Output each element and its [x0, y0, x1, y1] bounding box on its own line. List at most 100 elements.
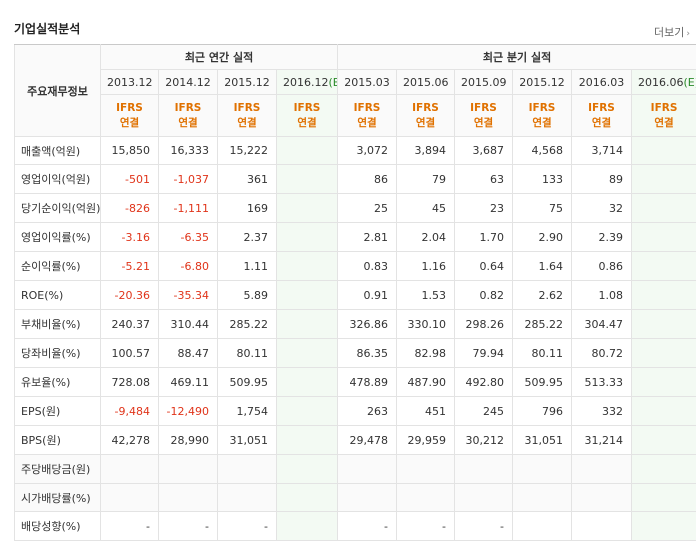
value-cell — [275, 164, 339, 194]
row-label: 당좌비율(%) — [14, 338, 101, 368]
value-cell: 240.37 — [100, 309, 159, 339]
row-label: 매출액(억원) — [14, 136, 101, 165]
ifrs-label: IFRS 연결 — [158, 94, 218, 137]
value-cell: -501 — [100, 164, 159, 194]
table-row: 영업이익률(%) -3.16 -6.35 2.37 2.81 2.04 1.70 2.90 2.… — [14, 222, 696, 252]
period-label: 2015.06 — [403, 75, 449, 89]
ifrs-label: IFRS 연결 — [100, 94, 159, 137]
value-cell — [275, 425, 339, 455]
row-header: 주요재무정보 — [14, 44, 101, 137]
value-cell — [158, 454, 218, 484]
row-label: EPS(원) — [14, 396, 101, 426]
table-row: 주당배당금(원) — [14, 454, 696, 484]
ifrs-line2: 연결 — [357, 116, 377, 129]
value-cell: -826 — [100, 193, 159, 223]
period-label: 2016.06 — [638, 75, 684, 89]
table-row: 순이익률(%) -5.21 -6.80 1.11 0.83 1.16 0.64 1.64 0.8… — [14, 251, 696, 281]
value-cell: 245 — [454, 396, 514, 426]
value-cell — [275, 396, 339, 426]
value-cell: 1,754 — [217, 396, 277, 426]
value-cell: 1.64 — [512, 251, 573, 281]
value-cell — [158, 483, 218, 512]
period-header: 2016.06(E) — [631, 69, 696, 95]
value-cell: -3.16 — [100, 222, 159, 252]
row-label: 순이익률(%) — [14, 251, 101, 281]
value-cell: - — [100, 511, 159, 541]
value-cell: 298.26 — [454, 309, 514, 339]
value-cell: 332 — [571, 396, 633, 426]
value-cell: - — [454, 511, 514, 541]
value-cell: 509.95 — [512, 367, 573, 397]
value-cell: 509.95 — [217, 367, 277, 397]
value-cell: 63 — [454, 164, 514, 194]
period-label: 2015.09 — [461, 75, 507, 89]
period-header: 2015.03 — [337, 69, 398, 95]
period-header: 2015.12 — [217, 69, 277, 95]
value-cell: 451 — [396, 396, 456, 426]
period-label: 2014.12 — [165, 75, 211, 89]
value-cell: -12,490 — [158, 396, 218, 426]
more-link[interactable]: 더보기 › — [654, 24, 690, 40]
value-cell: 2.81 — [337, 222, 398, 252]
period-header: 2014.12 — [158, 69, 218, 95]
annual-group-title: 최근 연간 실적 — [99, 44, 339, 70]
value-cell — [454, 483, 514, 512]
value-cell — [631, 309, 696, 339]
value-cell: 23 — [454, 193, 514, 223]
table-row: ROE(%) -20.36 -35.34 5.89 0.91 1.53 0.82 2.62 1.… — [14, 280, 696, 310]
value-cell: - — [337, 511, 398, 541]
estimate-mark: (E) — [683, 75, 696, 89]
value-cell — [275, 454, 339, 484]
value-cell: 80.11 — [512, 338, 573, 368]
value-cell — [275, 193, 339, 223]
value-cell — [631, 222, 696, 252]
ifrs-line1: IFRS — [174, 101, 202, 114]
value-cell — [454, 454, 514, 484]
value-cell — [631, 511, 696, 541]
value-cell: 79.94 — [454, 338, 514, 368]
value-cell: 3,894 — [396, 136, 456, 165]
value-cell: 796 — [512, 396, 573, 426]
value-cell: 3,072 — [337, 136, 398, 165]
value-cell — [217, 454, 277, 484]
ifrs-line1: IFRS — [528, 101, 556, 114]
table-row: 당좌비율(%) 100.57 88.47 80.11 86.35 82.98 79.94 80… — [14, 338, 696, 368]
value-cell: 15,222 — [217, 136, 277, 165]
more-link-label[interactable]: 더보기 — [654, 26, 685, 39]
value-cell: -6.35 — [158, 222, 218, 252]
value-cell — [100, 483, 159, 512]
ifrs-line1: IFRS — [116, 101, 143, 114]
ifrs-line1: IFRS — [233, 101, 261, 114]
value-cell: 2.90 — [512, 222, 573, 252]
table-row: 시가배당률(%) — [14, 483, 696, 512]
value-cell — [337, 483, 398, 512]
period-label: 2015.03 — [344, 75, 390, 89]
value-cell: 0.91 — [337, 280, 398, 310]
value-cell: - — [158, 511, 218, 541]
value-cell: 31,214 — [571, 425, 633, 455]
value-cell: 310.44 — [158, 309, 218, 339]
value-cell: 31,051 — [512, 425, 573, 455]
value-cell: 29,478 — [337, 425, 398, 455]
value-cell: 1.16 — [396, 251, 456, 281]
row-label: 배당성향(%) — [14, 511, 101, 541]
financial-table: 주요재무정보 최근 연간 실적 최근 분기 실적 2013.12 2014.12 2… — [14, 44, 696, 541]
ifrs-line1: IFRS — [650, 101, 678, 114]
value-cell: -20.36 — [100, 280, 159, 310]
period-label: 2016.03 — [578, 75, 625, 89]
ifrs-label: IFRS 연결 — [396, 94, 456, 137]
value-cell — [337, 454, 398, 484]
value-cell: 32 — [571, 193, 633, 223]
value-cell: -1,037 — [158, 164, 218, 194]
period-label: 2013.12 — [107, 75, 153, 89]
quarterly-group-title: 최근 분기 실적 — [337, 44, 696, 70]
value-cell: 82.98 — [396, 338, 456, 368]
table-row: BPS(원) 42,278 28,990 31,051 29,478 29,959 30,2… — [14, 425, 696, 455]
value-cell: 16,333 — [158, 136, 218, 165]
value-cell: 469.11 — [158, 367, 218, 397]
value-cell — [100, 454, 159, 484]
value-cell: 361 — [217, 164, 277, 194]
row-label: 당기순이익(억원) — [14, 193, 101, 223]
ifrs-line1: IFRS — [470, 101, 497, 114]
